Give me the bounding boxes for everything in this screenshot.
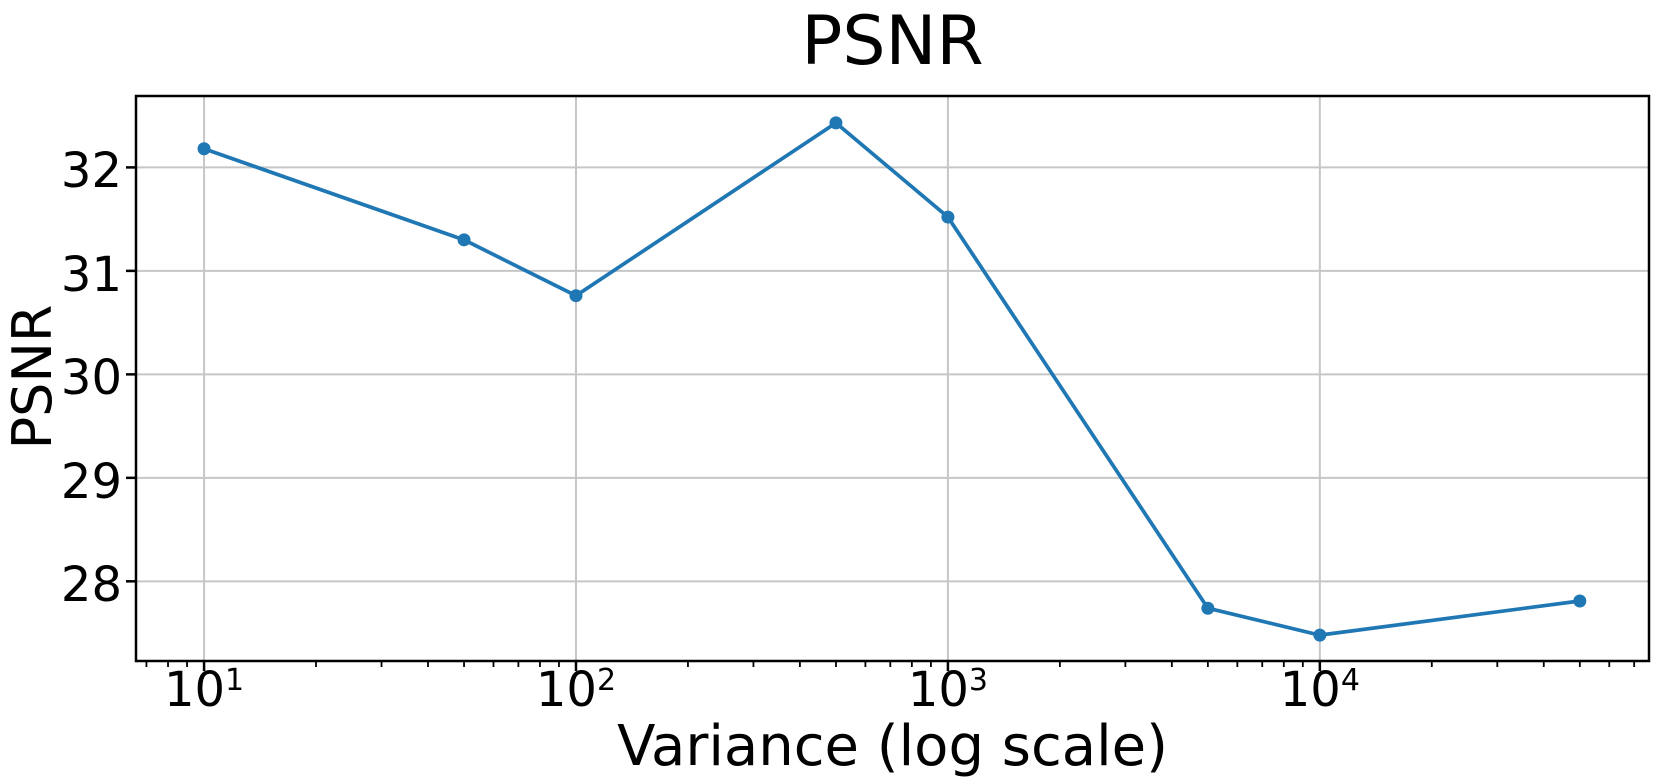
data-point-marker	[197, 142, 211, 156]
x-tick-label: 104	[1245, 664, 1395, 716]
y-tick-label: 29	[60, 453, 122, 510]
x-tick-label: 102	[501, 664, 651, 716]
x-tick-exponent: 2	[596, 663, 617, 698]
chart-title: PSNR	[801, 2, 984, 81]
x-tick-exponent: 1	[225, 663, 245, 698]
data-line	[202, 121, 1582, 637]
x-tick-base: 10	[1279, 662, 1341, 718]
x-tick-exponent: 4	[1340, 663, 1360, 698]
y-tick-label: 30	[60, 350, 122, 407]
y-tick-label: 32	[60, 143, 122, 200]
x-tick-base: 10	[907, 662, 969, 718]
data-point-marker	[1201, 601, 1215, 615]
y-tick-label: 28	[60, 557, 122, 614]
plot-spines	[134, 94, 1651, 663]
data-point-marker	[569, 289, 583, 303]
data-point-marker	[829, 116, 843, 130]
data-point-marker	[941, 210, 955, 224]
x-axis-label: Variance (log scale)	[617, 714, 1168, 779]
y-tick-label: 31	[60, 246, 122, 303]
x-tick-label: 101	[129, 664, 279, 716]
data-point-marker	[1573, 594, 1587, 608]
data-point-marker	[457, 233, 471, 247]
data-point-marker	[1313, 628, 1327, 642]
x-tick-base: 10	[163, 662, 226, 718]
x-tick-label: 103	[873, 664, 1023, 716]
x-tick-exponent: 3	[968, 663, 988, 698]
x-tick-base: 10	[535, 662, 597, 718]
